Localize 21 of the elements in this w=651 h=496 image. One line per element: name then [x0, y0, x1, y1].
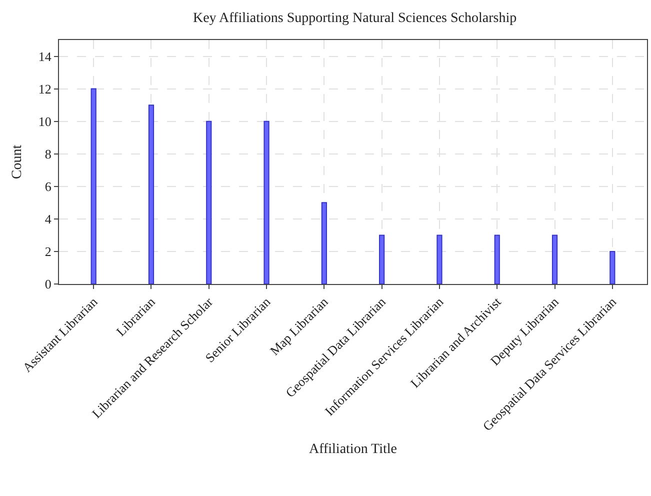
bar — [552, 234, 558, 284]
bar — [494, 234, 500, 284]
bar — [436, 234, 442, 284]
bar — [206, 120, 212, 284]
chart-title: Key Affiliations Supporting Natural Sciences Scholarship — [192, 11, 517, 26]
y-tick-label: 0 — [44, 276, 52, 292]
bar — [610, 250, 616, 284]
y-tick-label: 6 — [44, 178, 52, 194]
y-tick-label: 12 — [38, 81, 52, 96]
bar — [379, 234, 385, 284]
x-axis-title: Affiliation Title — [308, 442, 398, 458]
y-tick-label: 2 — [44, 244, 52, 260]
y-axis-title: Count — [10, 144, 25, 180]
y-tick-label: 10 — [38, 114, 52, 129]
bar — [321, 202, 327, 284]
bar — [90, 88, 96, 284]
y-tick-label: 4 — [44, 211, 52, 226]
y-tick-label: 8 — [44, 146, 52, 162]
bar — [264, 120, 270, 284]
bar — [148, 104, 154, 284]
y-tick-label: 14 — [38, 48, 52, 64]
